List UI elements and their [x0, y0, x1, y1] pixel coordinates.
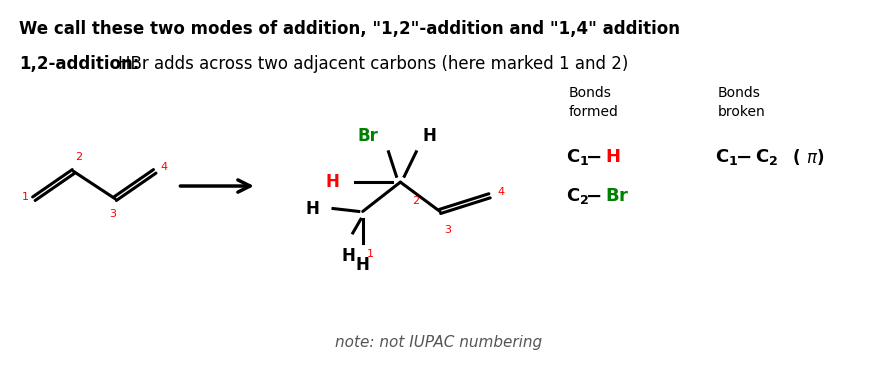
Text: HBr adds across two adjacent carbons (here marked 1 and 2): HBr adds across two adjacent carbons (he…	[118, 55, 628, 73]
Text: H: H	[341, 246, 355, 265]
Text: H: H	[305, 199, 318, 218]
Text: $\mathbf{-}$: $\mathbf{-}$	[734, 147, 751, 166]
Text: H: H	[355, 257, 369, 275]
Text: 4: 4	[497, 187, 504, 197]
Text: $\mathbf{C_1}$: $\mathbf{C_1}$	[565, 147, 588, 167]
Text: $\mathbf{C_2}$: $\mathbf{C_2}$	[754, 147, 777, 167]
Text: note: not IUPAC numbering: note: not IUPAC numbering	[335, 335, 542, 350]
Text: 4: 4	[160, 162, 168, 172]
Text: $\mathbf{H}$: $\mathbf{H}$	[605, 148, 620, 166]
Text: $\mathbf{C_1}$: $\mathbf{C_1}$	[715, 147, 738, 167]
Text: 3: 3	[110, 209, 117, 218]
Text: 1,2-addition:: 1,2-addition:	[19, 55, 139, 73]
Text: $\mathbf{-}$: $\mathbf{-}$	[585, 147, 601, 166]
Text: 3: 3	[444, 225, 451, 235]
Text: H: H	[324, 173, 339, 191]
Text: 2: 2	[75, 151, 82, 162]
Text: $\mathbf{C_2}$: $\mathbf{C_2}$	[565, 186, 588, 206]
Text: Bonds
formed: Bonds formed	[568, 86, 618, 119]
Text: We call these two modes of addition, "1,2"-addition and "1,4" addition: We call these two modes of addition, "1,…	[19, 20, 680, 38]
Text: $\mathbf{Br}$: $\mathbf{Br}$	[605, 187, 629, 205]
Text: 1: 1	[22, 192, 29, 202]
Text: $\mathbf{-}$: $\mathbf{-}$	[585, 186, 601, 205]
Text: ( $\pi$): ( $\pi$)	[786, 147, 823, 167]
Text: H: H	[422, 127, 436, 145]
Text: 2: 2	[412, 196, 419, 206]
Text: 1: 1	[367, 249, 374, 258]
Text: Br: Br	[357, 127, 378, 145]
Text: Bonds
broken: Bonds broken	[717, 86, 764, 119]
